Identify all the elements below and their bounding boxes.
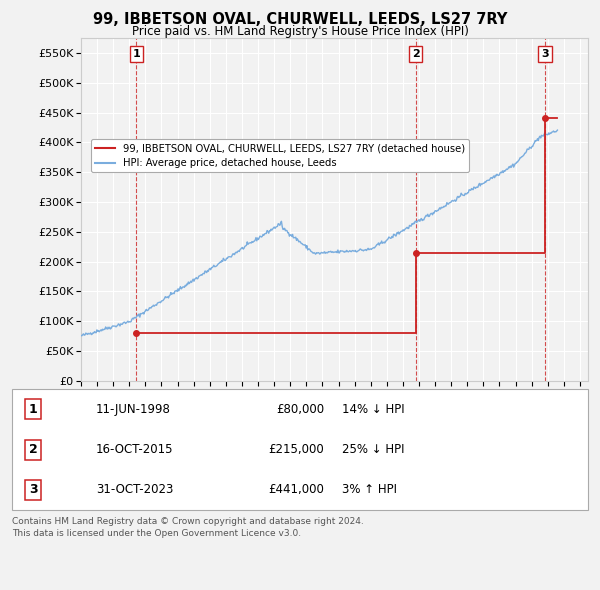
Text: 16-OCT-2015: 16-OCT-2015 [96,443,173,456]
Text: 3% ↑ HPI: 3% ↑ HPI [342,483,397,496]
Text: 3: 3 [541,49,549,59]
Text: 25% ↓ HPI: 25% ↓ HPI [342,443,404,456]
Text: This data is licensed under the Open Government Licence v3.0.: This data is licensed under the Open Gov… [12,529,301,538]
Text: 1: 1 [29,403,37,416]
Text: 11-JUN-1998: 11-JUN-1998 [96,403,171,416]
Text: Price paid vs. HM Land Registry's House Price Index (HPI): Price paid vs. HM Land Registry's House … [131,25,469,38]
Text: £80,000: £80,000 [276,403,324,416]
Text: Contains HM Land Registry data © Crown copyright and database right 2024.: Contains HM Land Registry data © Crown c… [12,517,364,526]
Text: 31-OCT-2023: 31-OCT-2023 [96,483,173,496]
Text: £441,000: £441,000 [268,483,324,496]
Text: 99, IBBETSON OVAL, CHURWELL, LEEDS, LS27 7RY: 99, IBBETSON OVAL, CHURWELL, LEEDS, LS27… [93,12,507,27]
Text: £215,000: £215,000 [268,443,324,456]
Text: 14% ↓ HPI: 14% ↓ HPI [342,403,404,416]
Text: 2: 2 [412,49,419,59]
Text: 3: 3 [29,483,37,496]
Legend: 99, IBBETSON OVAL, CHURWELL, LEEDS, LS27 7RY (detached house), HPI: Average pric: 99, IBBETSON OVAL, CHURWELL, LEEDS, LS27… [91,139,469,172]
Text: 2: 2 [29,443,37,456]
Text: 1: 1 [133,49,140,59]
